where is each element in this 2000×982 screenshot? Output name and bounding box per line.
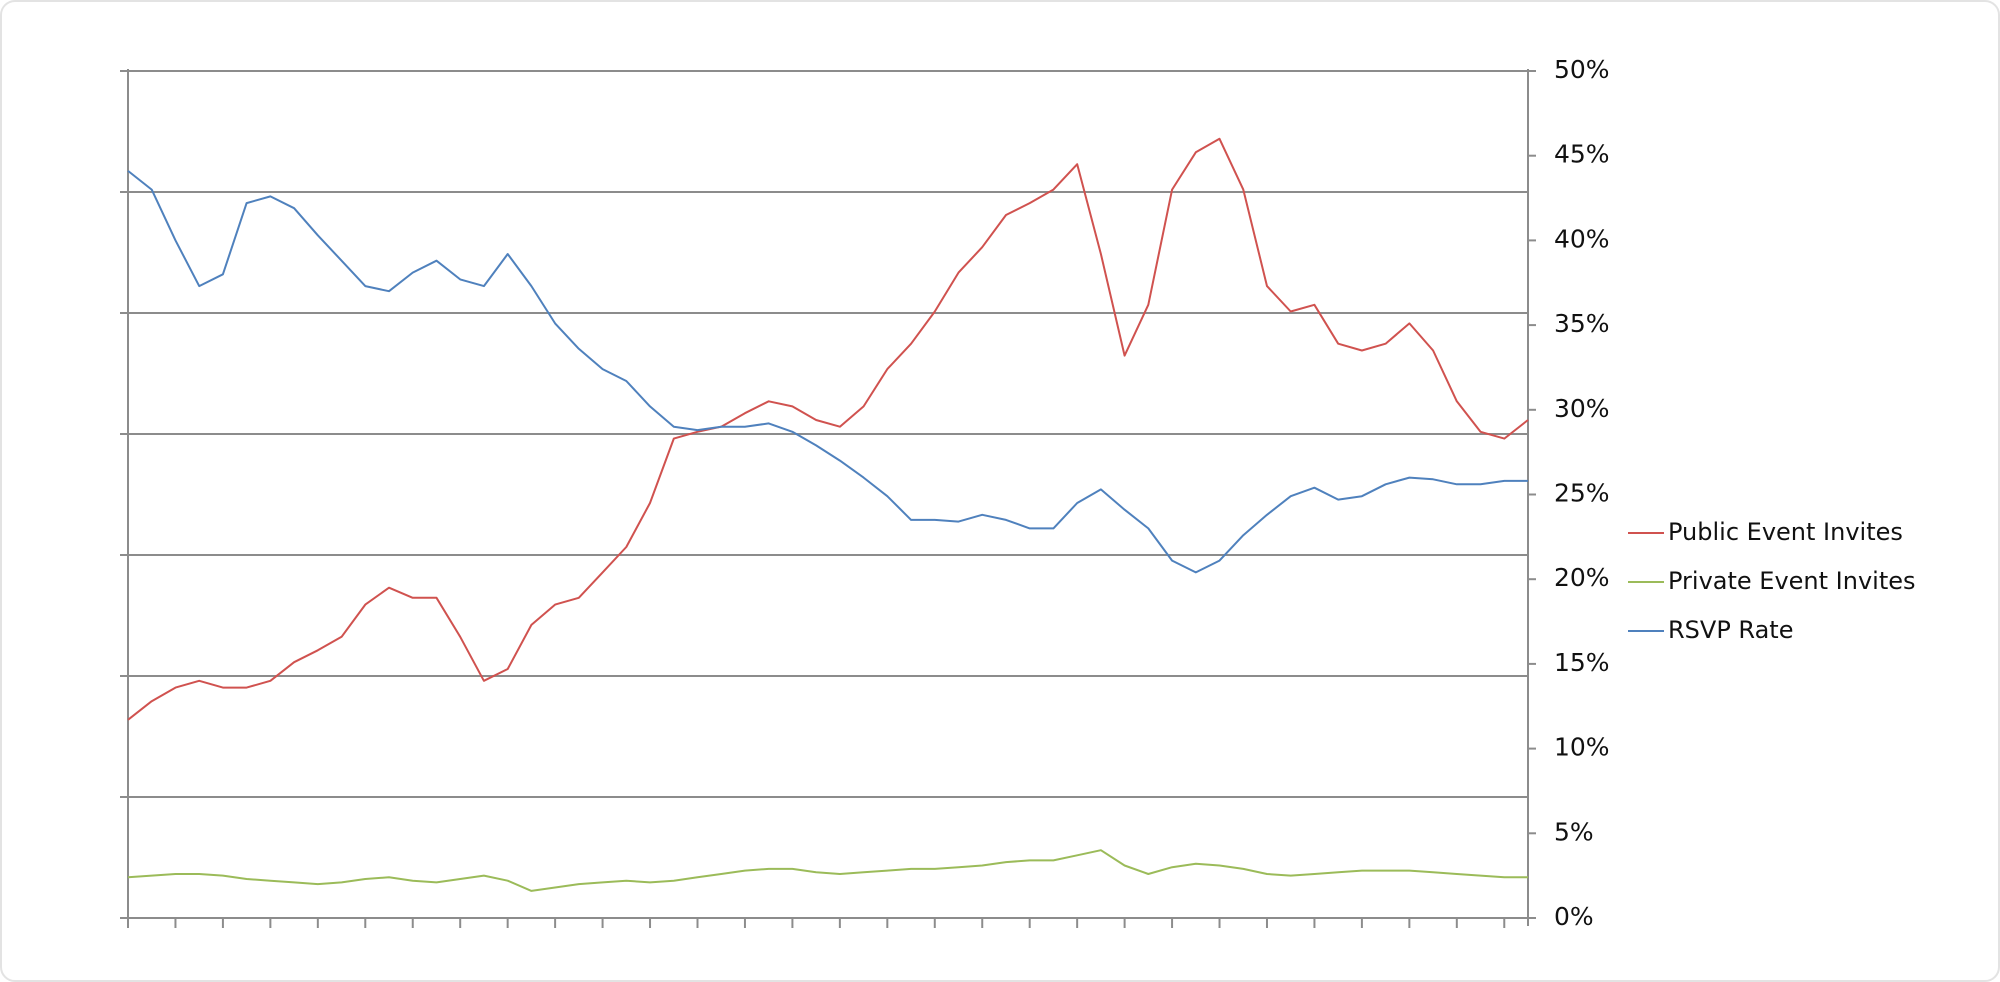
y2-tick-label: 50% bbox=[1554, 55, 1610, 84]
y2-tick-label: 0% bbox=[1554, 902, 1594, 931]
legend-label: Public Event Invites bbox=[1668, 518, 1903, 546]
y2-tick-label: 30% bbox=[1554, 394, 1610, 423]
series-line bbox=[127, 170, 1528, 574]
y2-tick-label: 25% bbox=[1554, 479, 1610, 508]
y2-tick-label: 20% bbox=[1554, 563, 1610, 592]
y2-tick-label: 10% bbox=[1554, 733, 1610, 762]
legend-label: Private Event Invites bbox=[1668, 567, 1916, 595]
y2-tick-label: 15% bbox=[1554, 648, 1610, 677]
y2-tick-label: 5% bbox=[1554, 817, 1594, 846]
series-line bbox=[127, 849, 1528, 892]
legend-label: RSVP Rate bbox=[1668, 616, 1793, 644]
series-line bbox=[127, 137, 1529, 721]
y2-tick-label: 35% bbox=[1554, 309, 1610, 338]
y2-tick-label: 40% bbox=[1554, 224, 1610, 253]
y2-tick-label: 45% bbox=[1554, 140, 1610, 169]
